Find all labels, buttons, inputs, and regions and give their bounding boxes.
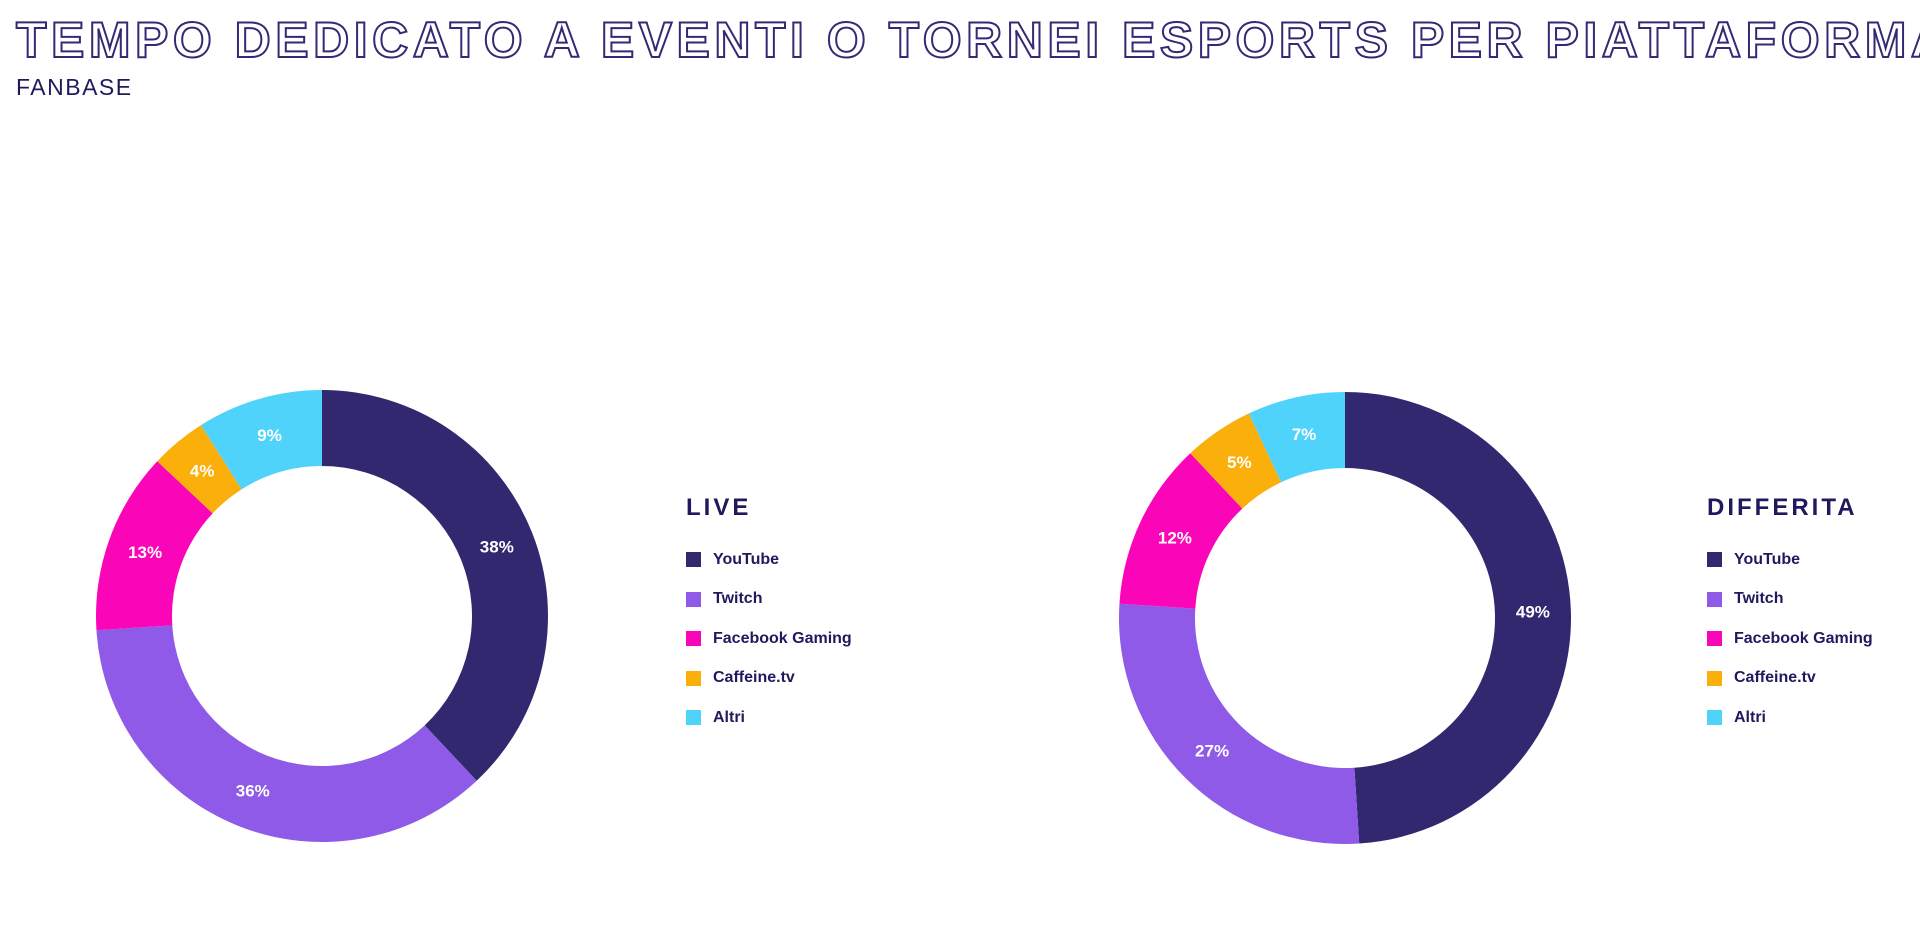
slice-differita-twitch — [1118, 603, 1360, 844]
page-subtitle: FANBASE — [16, 74, 133, 100]
legend-item-facebook-gaming: Facebook Gaming — [686, 619, 852, 659]
slice-label-live-caffeine-tv: 4% — [190, 462, 215, 481]
legend-item-altri: Altri — [686, 698, 852, 738]
legend-swatch-facebook-gaming — [1707, 631, 1722, 647]
donut-chart-differita: 49% 27% 12% 5% 7% — [1118, 392, 1571, 844]
slice-label-live-facebook-gaming: 13% — [128, 543, 162, 562]
slice-label-differita-altri: 7% — [1292, 425, 1317, 444]
slice-live-facebook-gaming — [95, 461, 213, 631]
legend-swatch-facebook-gaming — [686, 631, 701, 647]
legend-differita: DIFFERITA YouTube Twitch Facebook Gaming… — [1707, 490, 1873, 738]
legend-title-live: LIVE — [686, 494, 752, 521]
legend-label-facebook-gaming: Facebook Gaming — [713, 629, 852, 647]
legend-item-twitch: Twitch — [686, 580, 852, 620]
legend-label-altri: Altri — [1734, 708, 1766, 726]
legend-item-altri: Altri — [1707, 698, 1873, 738]
legend-swatch-twitch — [686, 591, 701, 607]
page-title: TEMPO DEDICATO A EVENTI O TORNEI ESPORTS… — [15, 11, 1920, 69]
legend-item-caffeine-tv: Caffeine.tv — [1707, 659, 1873, 699]
legend-swatch-twitch — [1707, 591, 1722, 607]
legend-label-twitch: Twitch — [713, 590, 763, 608]
legend-label-facebook-gaming: Facebook Gaming — [1734, 629, 1873, 647]
slice-differita-youtube — [1345, 392, 1571, 844]
legend-swatch-altri — [1707, 710, 1722, 726]
slice-live-altri — [200, 390, 322, 490]
legend-item-youtube: YouTube — [1707, 540, 1873, 580]
legend-item-youtube: YouTube — [686, 540, 852, 580]
legend-title-differita: DIFFERITA — [1707, 494, 1858, 521]
legend-item-facebook-gaming: Facebook Gaming — [1707, 619, 1873, 659]
legend-label-caffeine-tv: Caffeine.tv — [1734, 669, 1816, 687]
legend-label-twitch: Twitch — [1734, 590, 1784, 608]
legend-swatch-caffeine-tv — [686, 670, 701, 686]
slice-label-live-altri: 9% — [257, 426, 282, 445]
slice-differita-caffeine-tv — [1190, 413, 1282, 509]
slice-label-differita-youtube: 49% — [1516, 603, 1550, 622]
legend-label-altri: Altri — [713, 708, 745, 726]
legend-live: LIVE YouTube Twitch Facebook Gaming Caff… — [686, 490, 852, 738]
slice-differita-altri — [1248, 392, 1345, 483]
donut-chart-live: 38% 36% 13% 4% 9% — [95, 390, 548, 843]
slice-label-differita-twitch: 27% — [1195, 741, 1229, 760]
legend-swatch-youtube — [686, 552, 701, 568]
slice-differita-facebook-gaming — [1119, 453, 1243, 609]
slice-live-twitch — [96, 625, 477, 843]
legend-label-youtube: YouTube — [713, 550, 780, 568]
slice-live-youtube — [322, 390, 548, 781]
slice-label-differita-facebook-gaming: 12% — [1158, 528, 1192, 547]
legend-item-caffeine-tv: Caffeine.tv — [686, 659, 852, 699]
slice-live-caffeine-tv — [157, 425, 242, 514]
legend-swatch-youtube — [1707, 552, 1722, 568]
slice-label-live-youtube: 38% — [480, 537, 514, 556]
legend-swatch-altri — [686, 710, 701, 726]
legend-label-caffeine-tv: Caffeine.tv — [713, 669, 795, 687]
legend-swatch-caffeine-tv — [1707, 670, 1722, 686]
legend-item-twitch: Twitch — [1707, 580, 1873, 620]
slice-label-differita-caffeine-tv: 5% — [1227, 453, 1252, 472]
slice-label-live-twitch: 36% — [236, 781, 270, 800]
legend-label-youtube: YouTube — [1734, 550, 1801, 568]
